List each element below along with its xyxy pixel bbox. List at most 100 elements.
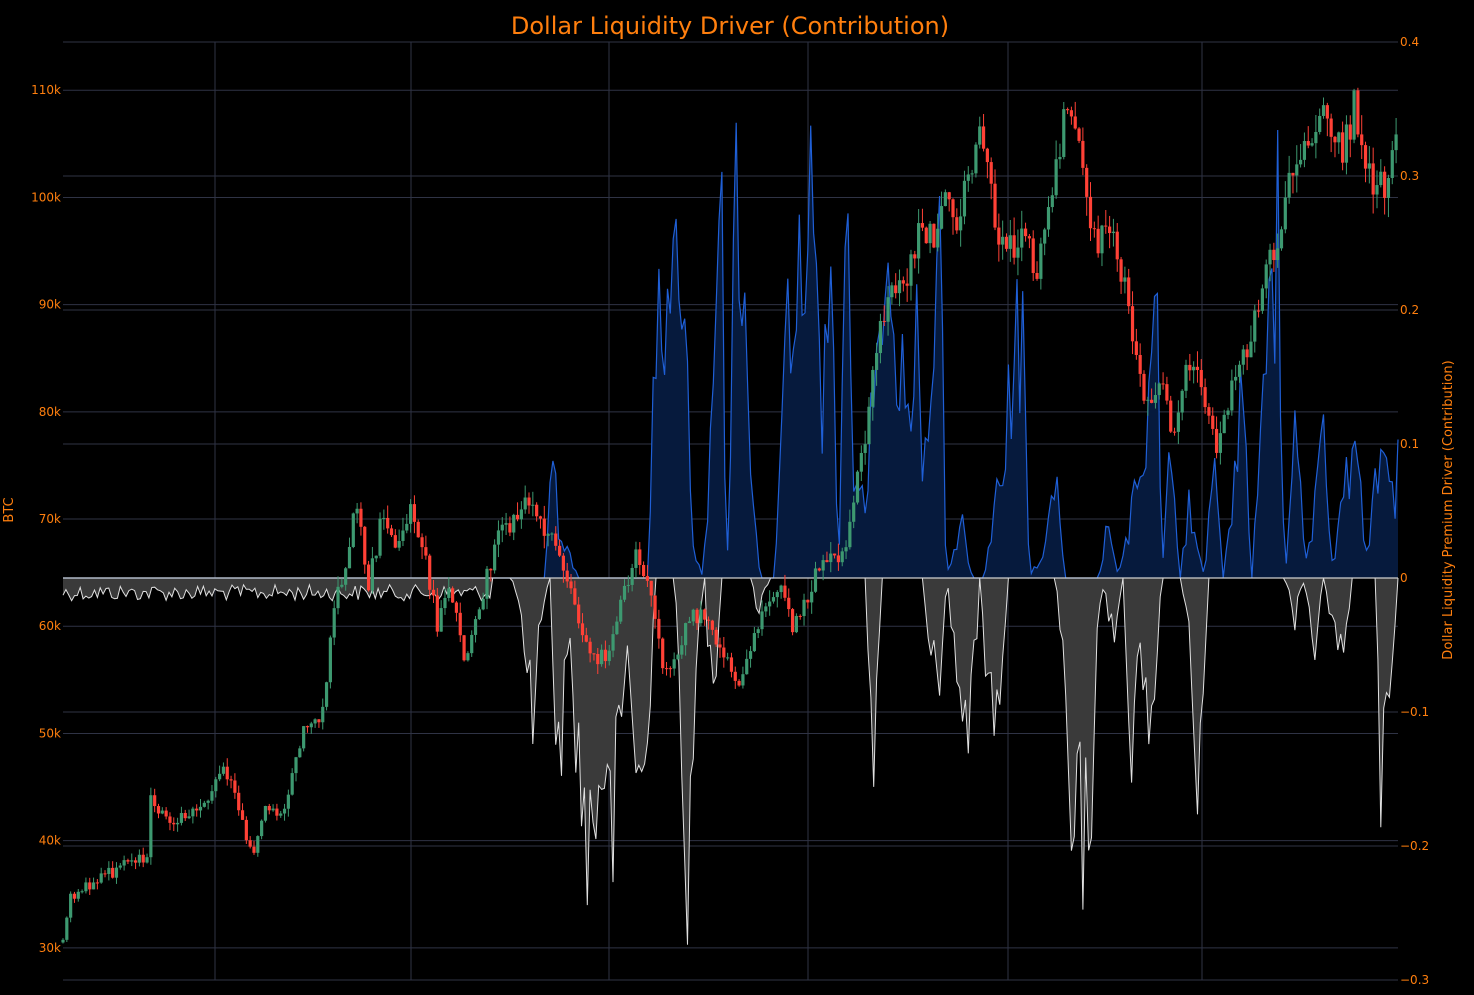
btc-candle <box>317 719 321 723</box>
btc-candle <box>179 812 184 823</box>
btc-candle <box>122 860 126 866</box>
btc-candle <box>309 723 313 728</box>
btc-candle <box>286 794 290 809</box>
btc-candle <box>1123 277 1127 282</box>
btc-candle <box>878 320 883 354</box>
btc-candle <box>1142 373 1146 401</box>
btc-candle <box>783 585 787 598</box>
btc-candle <box>924 227 928 244</box>
btc-candle <box>848 521 852 548</box>
y-left-tick-label: 40k <box>39 834 61 848</box>
btc-candle <box>260 820 264 837</box>
btc-candle <box>1218 433 1222 453</box>
btc-candle <box>1363 145 1368 169</box>
btc-candle <box>347 546 352 569</box>
btc-candle <box>313 719 317 724</box>
btc-candle <box>382 517 386 519</box>
btc-candle <box>424 547 428 556</box>
btc-candle <box>1371 163 1375 195</box>
btc-candle <box>557 545 562 556</box>
btc-candle <box>1390 150 1394 178</box>
btc-candle <box>1104 225 1108 227</box>
btc-candle <box>882 320 886 322</box>
btc-candle <box>1077 128 1081 141</box>
btc-candle <box>554 533 558 546</box>
btc-candle <box>1211 415 1215 429</box>
btc-candle <box>1287 172 1291 198</box>
btc-candle <box>493 544 497 571</box>
btc-candle <box>611 634 615 651</box>
btc-candle <box>974 144 978 174</box>
btc-candle <box>1096 228 1100 254</box>
btc-candle <box>1291 172 1295 176</box>
btc-candle <box>985 148 989 163</box>
btc-candle <box>745 658 749 675</box>
btc-candle <box>1088 196 1093 229</box>
btc-candle <box>790 609 795 633</box>
btc-candle <box>894 285 898 294</box>
y-right-tick-label: 0.2 <box>1400 303 1419 317</box>
y-left-tick-label: 60k <box>39 619 61 633</box>
btc-candle <box>970 173 974 175</box>
btc-candle <box>1207 407 1211 416</box>
btc-candle <box>111 867 115 878</box>
btc-candle <box>328 637 332 683</box>
btc-candle <box>1016 247 1020 258</box>
btc-candle <box>515 514 520 520</box>
btc-candle <box>1302 141 1307 160</box>
y-right-tick-label: −0.1 <box>1400 705 1429 719</box>
btc-candle <box>1031 238 1035 273</box>
btc-candle <box>214 779 218 792</box>
btc-candle <box>1321 105 1326 116</box>
btc-candle <box>1165 384 1169 401</box>
btc-candle <box>676 654 680 660</box>
btc-candle <box>962 180 967 217</box>
btc-candle <box>1253 310 1257 342</box>
btc-candle <box>1065 109 1070 111</box>
btc-candle <box>500 524 504 531</box>
btc-candle <box>787 597 791 610</box>
btc-candle <box>1306 141 1310 146</box>
btc-candle <box>1023 228 1028 237</box>
btc-candle <box>431 589 436 596</box>
btc-candle <box>1367 163 1371 169</box>
btc-candle <box>420 537 424 548</box>
y-right-tick-label: −0.2 <box>1400 839 1429 853</box>
btc-candle <box>523 497 527 510</box>
btc-candle <box>275 808 279 816</box>
btc-candle <box>1192 366 1196 371</box>
btc-candle <box>458 612 462 636</box>
btc-candle <box>233 780 237 793</box>
btc-candle <box>374 555 378 559</box>
btc-candle <box>256 836 260 853</box>
btc-candle <box>527 497 531 506</box>
btc-candle <box>512 514 516 533</box>
btc-candle <box>890 285 894 298</box>
btc-candle <box>1276 248 1280 261</box>
btc-candle <box>107 867 111 874</box>
btc-candle <box>622 585 627 600</box>
btc-candle <box>1333 136 1337 143</box>
btc-candle <box>1108 226 1112 234</box>
btc-candle <box>508 523 512 533</box>
y-left-tick-label: 90k <box>39 298 61 312</box>
btc-candle <box>771 597 776 602</box>
btc-candle <box>114 867 119 878</box>
btc-candle <box>282 808 287 814</box>
btc-candle <box>573 588 577 605</box>
btc-candle <box>428 555 432 590</box>
btc-candle <box>752 633 756 652</box>
btc-candle <box>1383 171 1387 198</box>
btc-candle <box>806 599 810 603</box>
btc-candle <box>1111 231 1116 234</box>
btc-candle <box>760 611 764 630</box>
btc-candle <box>489 568 493 571</box>
axis-layer: 30k 40k 50k 60k 70k 80k 90k 100k 110k −0.3 −0.2 −0.… <box>31 35 1429 987</box>
btc-candle <box>519 509 523 520</box>
btc-candle <box>470 634 474 654</box>
btc-candle <box>703 609 707 620</box>
btc-candle <box>1176 412 1180 432</box>
btc-candle <box>168 816 172 823</box>
btc-candle <box>366 564 371 591</box>
